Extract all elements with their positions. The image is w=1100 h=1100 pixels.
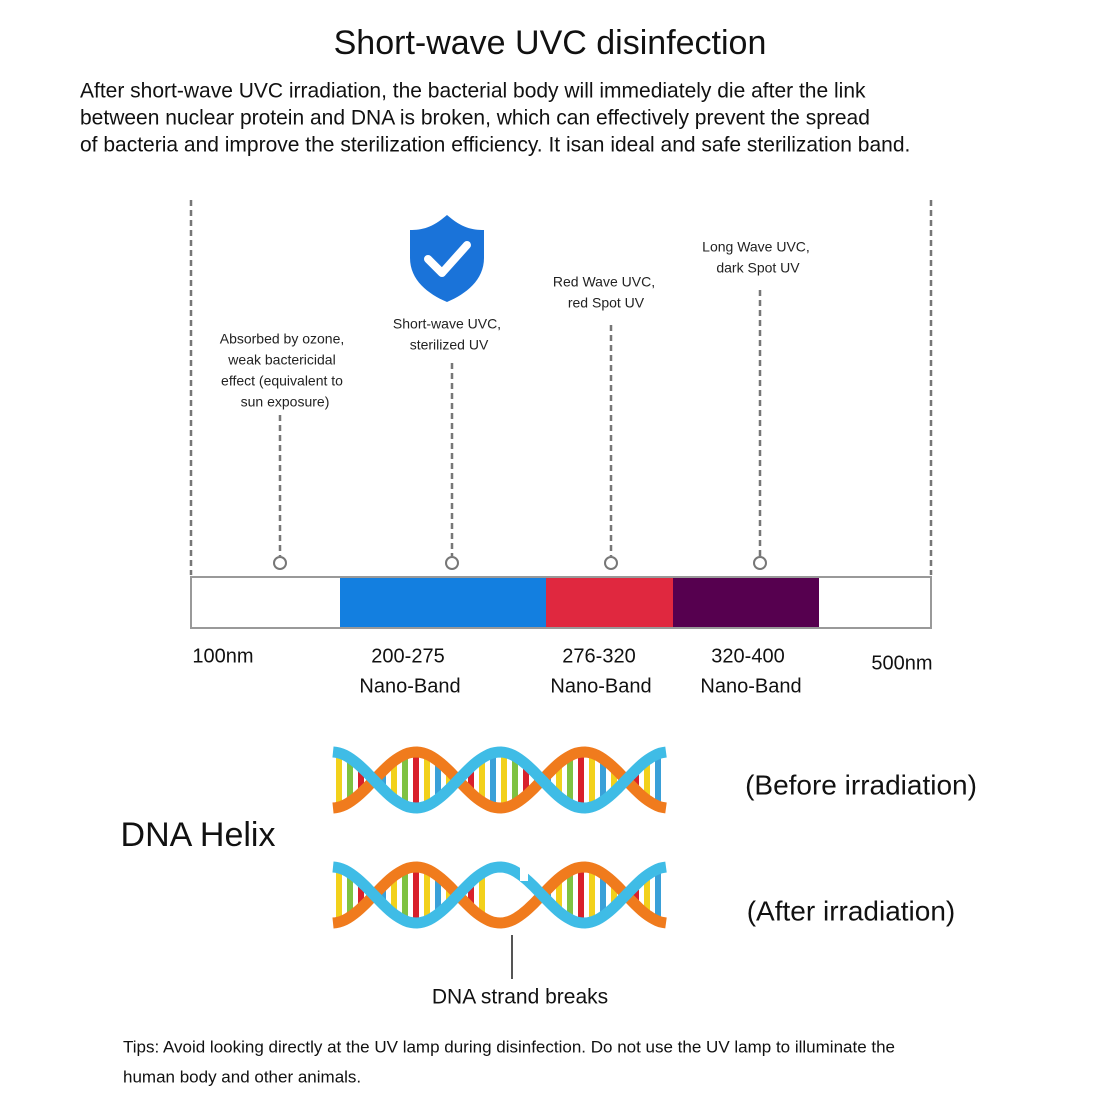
annotation: dark Spot UV xyxy=(716,260,800,276)
break-gap xyxy=(500,881,510,909)
band-label: Nano-Band xyxy=(359,675,460,697)
annotation: Long Wave UVC, xyxy=(702,239,810,255)
intro-line: After short-wave UVC irradiation, the ba… xyxy=(80,80,866,103)
dna-helix-before xyxy=(332,746,667,814)
strand xyxy=(332,861,667,929)
pointers xyxy=(273,290,767,570)
band-range: 320-400 xyxy=(711,645,784,667)
annotation: weak bactericidal xyxy=(227,352,335,368)
spectrum-bar xyxy=(190,576,932,629)
spectrum-start: 100nm xyxy=(192,645,253,667)
intro-line: between nuclear protein and DNA is broke… xyxy=(80,107,870,130)
pointer-dot xyxy=(273,556,287,570)
break-label: DNA strand breaks xyxy=(432,986,608,1009)
annotation: Short-wave UVC, xyxy=(393,316,501,332)
band-purple xyxy=(673,578,819,627)
dna-helix-after xyxy=(332,861,667,929)
band-range: 200-275 xyxy=(371,645,444,667)
band-label: Nano-Band xyxy=(550,675,651,697)
shield-icon xyxy=(410,215,484,302)
dna-title: DNA Helix xyxy=(121,816,276,854)
spectrum-end: 500nm xyxy=(871,652,932,674)
annotation: sun exposure) xyxy=(241,394,330,410)
break-gap xyxy=(520,861,528,881)
strand xyxy=(332,746,667,814)
pointer-dot xyxy=(604,556,618,570)
tips-line: Tips: Avoid looking directly at the UV l… xyxy=(123,1037,895,1056)
after-label: (After irradiation) xyxy=(747,895,956,926)
title: Short-wave UVC disinfection xyxy=(334,24,767,62)
band-range: 276-320 xyxy=(562,645,635,667)
pointer-dot xyxy=(753,556,767,570)
tips-line: human body and other animals. xyxy=(123,1067,361,1086)
band-label: Nano-Band xyxy=(700,675,801,697)
band-blue xyxy=(340,578,546,627)
annotation: red Spot UV xyxy=(568,295,645,311)
pointer-dot xyxy=(445,556,459,570)
strand xyxy=(332,746,667,814)
annotation: effect (equivalent to xyxy=(221,373,343,389)
annotation: sterilized UV xyxy=(410,337,489,353)
band-red xyxy=(546,578,673,627)
before-label: (Before irradiation) xyxy=(745,769,977,800)
strand xyxy=(332,861,667,929)
annotation: Absorbed by ozone, xyxy=(220,331,345,347)
annotation: Red Wave UVC, xyxy=(553,274,655,290)
intro-line: of bacteria and improve the sterilizatio… xyxy=(80,134,910,157)
